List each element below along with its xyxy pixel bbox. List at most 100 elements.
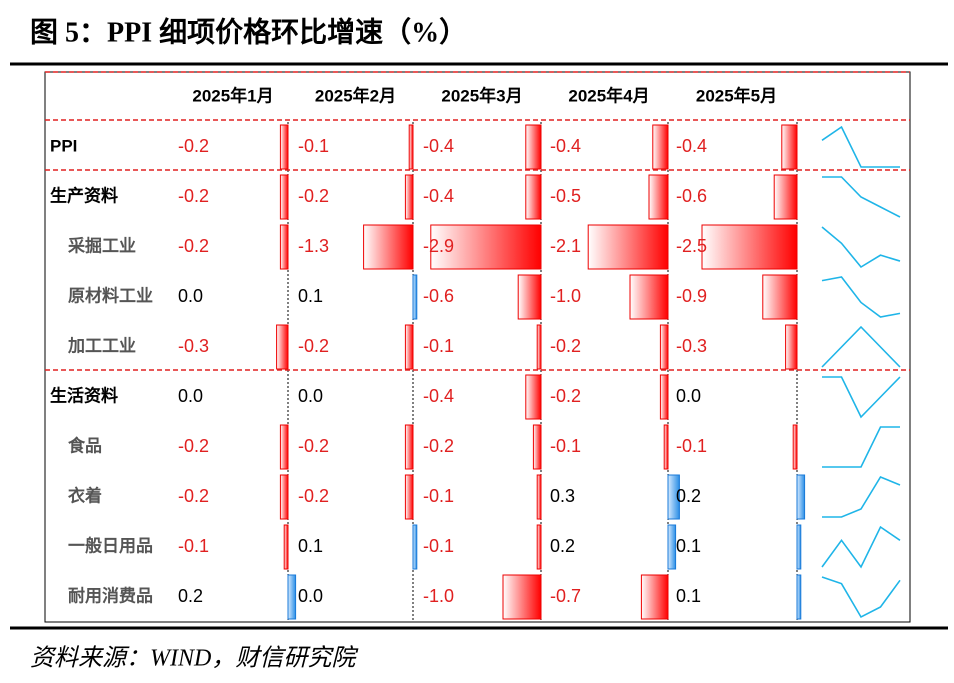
cell-value: -0.2	[178, 486, 209, 506]
data-bar	[536, 474, 542, 520]
cell-value: 0.3	[550, 486, 575, 506]
cell-value: -0.3	[178, 336, 209, 356]
column-header: 2025年4月	[568, 85, 649, 105]
data-bar	[279, 424, 289, 470]
cell-value: -1.0	[423, 586, 454, 606]
row-label: 原材料工业	[68, 285, 153, 305]
data-bar	[536, 324, 542, 370]
cell-value: -0.2	[178, 436, 209, 456]
data-bar	[525, 174, 542, 220]
cell-value: -2.9	[423, 236, 454, 256]
sparkline	[821, 325, 901, 368]
data-bar	[796, 574, 802, 620]
data-bar	[525, 374, 542, 420]
cell-value: -0.2	[298, 186, 329, 206]
sparkline	[821, 276, 901, 318]
cell-value: -0.1	[298, 136, 329, 156]
data-bar	[283, 524, 289, 570]
cell-value: -0.1	[423, 536, 454, 556]
data-bar	[785, 324, 798, 370]
data-bar	[587, 224, 669, 270]
cell-value: -0.9	[676, 286, 707, 306]
cell-value: -0.1	[423, 486, 454, 506]
cell-value: 0.0	[178, 386, 203, 406]
cell-value: -0.7	[550, 586, 581, 606]
sparkline	[821, 576, 901, 619]
row-label: 生活资料	[50, 385, 118, 405]
cell-value: -0.2	[550, 386, 581, 406]
data-bar	[667, 524, 677, 570]
cell-value: 0.2	[676, 486, 701, 506]
title: 图 5：PPI 细项价格环比增速（%）	[30, 15, 467, 48]
cell-value: 0.1	[676, 586, 701, 606]
data-bar	[279, 124, 289, 170]
cell-value: 0.1	[298, 536, 323, 556]
data-bar	[663, 424, 669, 470]
data-bar	[404, 174, 414, 220]
data-bar	[404, 474, 414, 520]
data-bar	[532, 424, 542, 470]
cell-value: 0.0	[676, 386, 701, 406]
data-bar	[792, 424, 798, 470]
data-bar	[502, 574, 542, 620]
cell-value: -0.4	[423, 386, 454, 406]
cell-value: 0.2	[550, 536, 575, 556]
data-bar	[279, 474, 289, 520]
column-header: 2025年5月	[696, 85, 777, 105]
cell-value: -0.4	[676, 136, 707, 156]
cell-value: 0.0	[178, 286, 203, 306]
sparkline	[821, 125, 900, 168]
sparkline	[822, 176, 901, 218]
cell-value: 0.1	[676, 536, 701, 556]
cell-value: -0.3	[676, 336, 707, 356]
cell-value: -0.2	[178, 186, 209, 206]
row-label: 食品	[68, 435, 102, 455]
cell-value: -0.1	[550, 436, 581, 456]
cell-value: -2.5	[676, 236, 707, 256]
data-bar	[412, 274, 418, 320]
data-bar	[525, 124, 542, 170]
cell-value: -0.5	[550, 186, 581, 206]
cell-value: 0.0	[298, 586, 323, 606]
data-bar	[517, 274, 542, 320]
data-bar	[701, 224, 798, 270]
row-label: 衣着	[68, 485, 102, 505]
cell-value: -0.4	[550, 136, 581, 156]
data-bar	[629, 274, 669, 320]
row-label: 生产资料	[50, 185, 118, 205]
cell-value: -1.0	[550, 286, 581, 306]
sparkline	[822, 476, 901, 518]
column-header: 2025年1月	[192, 85, 273, 105]
cell-value: -0.2	[178, 136, 209, 156]
source: 资料来源：WIND，财信研究院	[30, 645, 359, 672]
sparkline	[822, 426, 900, 468]
cell-value: -0.2	[550, 336, 581, 356]
row-label: 采掘工业	[67, 235, 136, 255]
sparkline	[821, 226, 901, 269]
cell-value: -0.4	[423, 186, 454, 206]
data-bar	[279, 174, 289, 220]
data-bar	[412, 524, 418, 570]
data-bar	[762, 274, 798, 320]
cell-value: -0.1	[676, 436, 707, 456]
column-header: 2025年2月	[315, 85, 396, 105]
cell-value: 0.2	[178, 586, 203, 606]
data-bar	[773, 174, 798, 220]
cell-value: -0.6	[423, 286, 454, 306]
data-bar	[430, 224, 542, 270]
cell-value: -1.3	[298, 236, 329, 256]
data-bar	[536, 524, 542, 570]
data-bar	[667, 474, 680, 520]
data-bar	[659, 374, 669, 420]
cell-value: -0.6	[676, 186, 707, 206]
table-border	[44, 71, 911, 623]
data-bar	[287, 574, 297, 620]
data-bar	[781, 124, 798, 170]
data-bar	[404, 424, 414, 470]
cell-value: -2.1	[550, 236, 581, 256]
sparkline	[821, 525, 901, 569]
data-bar	[363, 224, 414, 270]
cell-value: -0.2	[423, 436, 454, 456]
cell-value: -0.2	[298, 486, 329, 506]
